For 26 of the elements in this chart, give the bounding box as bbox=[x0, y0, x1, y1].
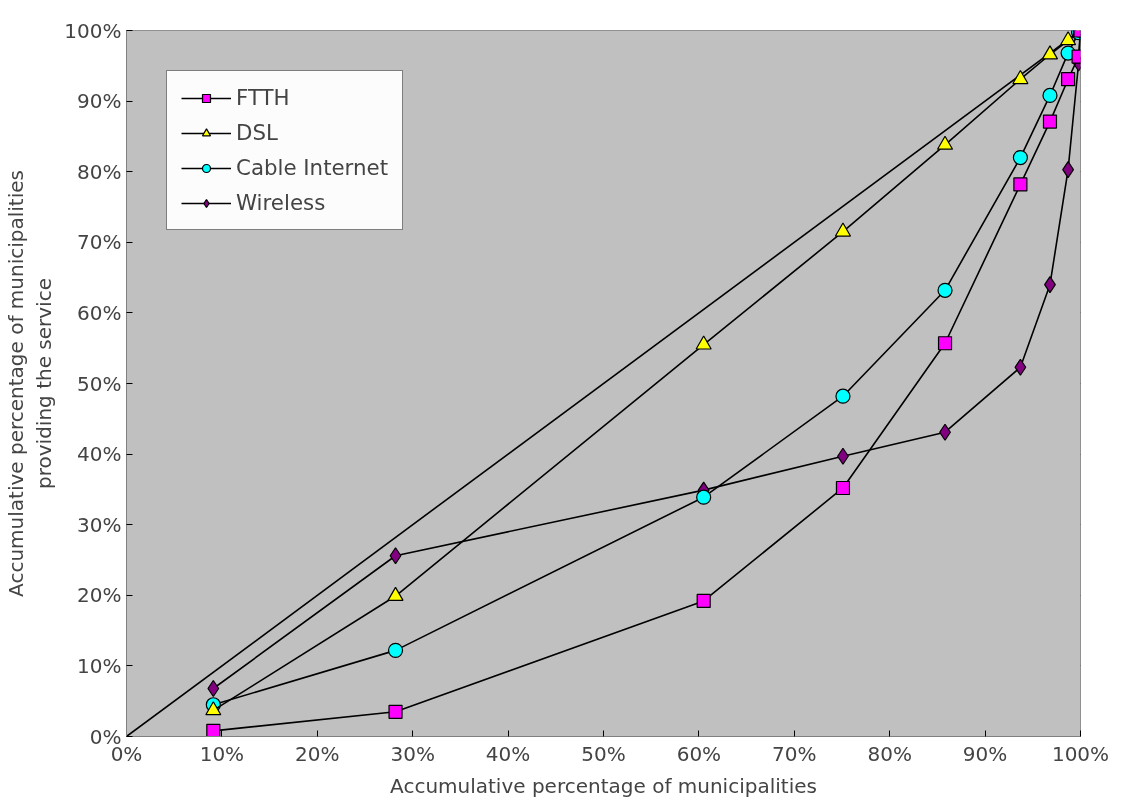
x-tick-label: 30% bbox=[390, 741, 435, 766]
y-axis-title: Accumulative percentage of municipalities providing the service bbox=[3, 170, 57, 597]
y-tick-label: 30% bbox=[77, 512, 122, 537]
legend-label: Cable Internet bbox=[236, 155, 389, 180]
x-tick-label: 80% bbox=[867, 741, 912, 766]
x-tick-label: 20% bbox=[295, 741, 340, 766]
x-tick-label: 70% bbox=[772, 741, 817, 766]
y-tick-label: 90% bbox=[77, 89, 122, 114]
x-tick-label: 40% bbox=[485, 741, 531, 766]
x-tick-label: 90% bbox=[962, 741, 1008, 766]
legend-label: DSL bbox=[236, 120, 278, 145]
y-tick-label: 50% bbox=[77, 371, 122, 396]
x-tick-label: 100% bbox=[1051, 741, 1110, 766]
x-tick-label: 60% bbox=[676, 741, 722, 766]
y-tick-label: 100% bbox=[64, 18, 122, 43]
x-axis-title: Accumulative percentage of municipalities bbox=[390, 773, 817, 798]
y-tick-label: 70% bbox=[77, 230, 122, 255]
x-tick-label: 50% bbox=[581, 741, 626, 766]
legend-label: Wireless bbox=[236, 190, 326, 215]
y-tick-label: 40% bbox=[77, 442, 122, 467]
y-tick-label: 80% bbox=[77, 159, 122, 184]
legend-label: FTTH bbox=[236, 85, 290, 110]
x-tick-label: 10% bbox=[199, 741, 245, 766]
y-tick-label: 10% bbox=[77, 653, 122, 678]
y-tick-label: 20% bbox=[77, 583, 122, 608]
y-tick-label: 60% bbox=[77, 300, 122, 325]
